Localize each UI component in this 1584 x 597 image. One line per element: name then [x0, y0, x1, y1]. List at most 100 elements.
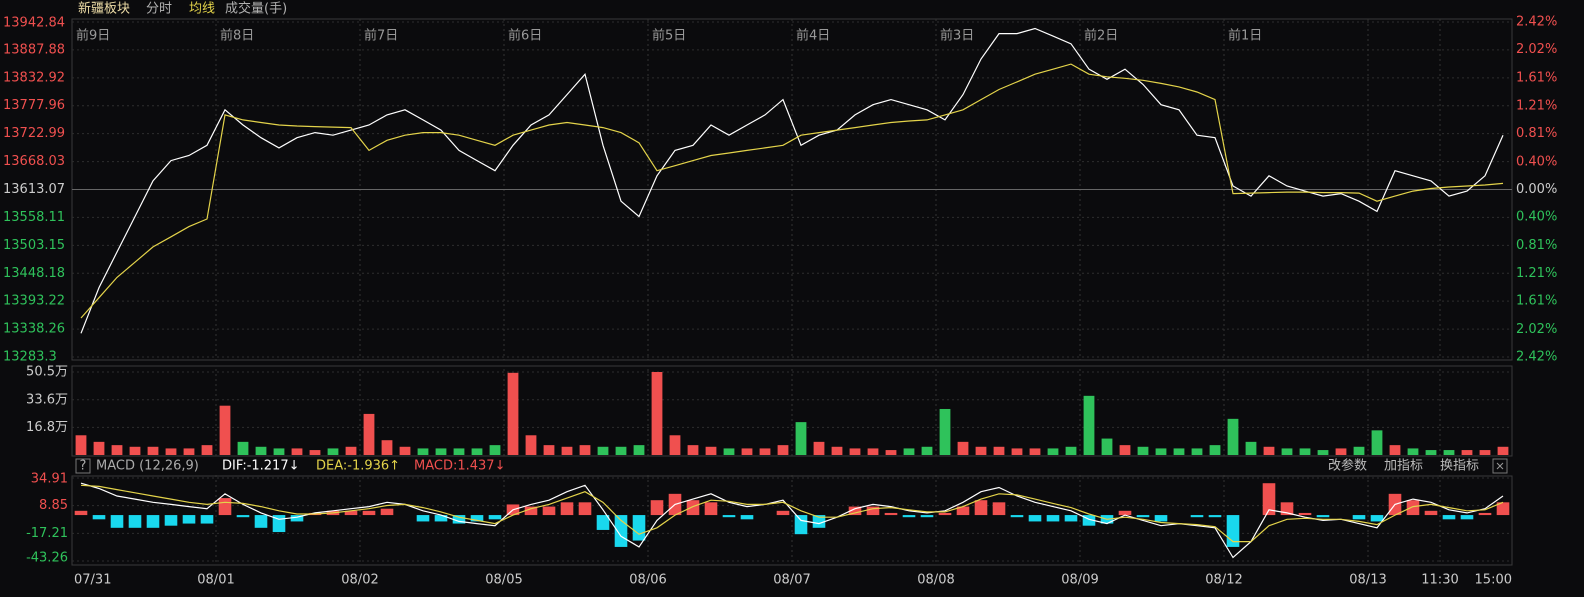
volume-bar [1353, 446, 1365, 455]
volume-bar [759, 448, 771, 455]
volume-bar [1173, 448, 1185, 455]
volume-bar [147, 446, 159, 455]
help-button[interactable] [75, 458, 91, 474]
volume-bar [1227, 418, 1239, 455]
y-tick-label: 8.85 [39, 498, 68, 513]
x-tick-label: 08/06 [629, 573, 666, 588]
close-button[interactable] [1492, 458, 1508, 474]
macd-bar [146, 515, 160, 528]
y-tick-label: 33.6万 [26, 392, 68, 407]
macd-bar [200, 515, 214, 524]
macd-bar [920, 515, 934, 518]
volume-bar [381, 440, 393, 455]
day-label: 前6日 [508, 28, 542, 44]
volume-bar [669, 435, 681, 455]
macd-bar [434, 515, 448, 522]
volume-bar [723, 448, 735, 455]
macd-bar [650, 500, 664, 516]
volume-bar [633, 445, 645, 455]
y-tick-label: 13393.22 [3, 294, 65, 309]
x-tick-label: 08/01 [197, 573, 234, 588]
macd-bar [812, 515, 826, 528]
day-label: 前1日 [1228, 28, 1262, 44]
x-tick-label: 08/05 [485, 573, 522, 588]
series-line [80, 63, 1504, 319]
button[interactable]: 改参数 [1328, 458, 1367, 474]
y2-tick-label: 2.42% [1516, 15, 1557, 30]
volume-bar [1371, 430, 1383, 455]
macd-bar [1118, 510, 1132, 516]
y2-tick-label: 0.81% [1516, 238, 1557, 253]
day-label: 前5日 [652, 28, 686, 44]
x-tick-label: 08/09 [1061, 573, 1098, 588]
macd-bar [1442, 515, 1456, 520]
y-tick-label: 13503.15 [3, 238, 65, 253]
y-tick-label: 13777.96 [3, 98, 65, 113]
volume-bar [975, 446, 987, 455]
macd-bar [1478, 512, 1492, 516]
macd-bar [794, 515, 808, 535]
y2-tick-label: 2.02% [1516, 42, 1557, 57]
macd-bar [128, 515, 142, 528]
volume-bar [1407, 448, 1419, 455]
macd-readout: MACD:1.437↓ [414, 459, 505, 474]
macd-bar [1064, 515, 1078, 522]
y-tick-label: 13558.11 [3, 210, 65, 225]
tab[interactable]: 分时 [146, 2, 172, 17]
day-label: 前9日 [76, 28, 110, 44]
y-tick-label: 16.8万 [26, 420, 68, 435]
y-tick-label: 13448.18 [3, 266, 65, 281]
volume-bar [291, 448, 303, 455]
macd-bar [344, 510, 358, 516]
macd-bar [110, 515, 124, 528]
macd-bar [1208, 515, 1222, 518]
y-tick-label: 13338.26 [3, 322, 65, 337]
x-tick-label: 15:00 [1475, 573, 1512, 588]
y2-tick-label: 1.61% [1516, 71, 1557, 86]
volume-bar [1281, 448, 1293, 455]
button[interactable]: 加指标 [1384, 459, 1423, 474]
volume-bar [687, 445, 699, 455]
tab[interactable]: 成交量(手) [225, 1, 287, 17]
volume-bar [921, 446, 933, 455]
macd-bar [182, 515, 196, 524]
macd-bar [956, 506, 970, 516]
y2-tick-label: 2.42% [1516, 350, 1557, 365]
macd-bar [74, 510, 88, 516]
macd-bar [866, 506, 880, 516]
macd-bar [1406, 500, 1420, 516]
volume-bar [795, 422, 807, 455]
x-tick-label: 07/31 [74, 573, 111, 588]
volume-bar [885, 450, 897, 455]
volume-bar [93, 441, 105, 455]
macd-bar [92, 515, 106, 520]
volume-bar [327, 448, 339, 455]
macd-bar [1190, 515, 1204, 518]
help-icon[interactable]: ? [80, 459, 87, 474]
series-line [80, 27, 1504, 334]
macd-bar [1424, 510, 1438, 516]
volume-bar [471, 448, 483, 455]
macd-bar [578, 502, 592, 516]
macd-bar [740, 515, 754, 520]
volume-bar [75, 435, 87, 455]
volume-bar [777, 445, 789, 455]
button[interactable]: 换指标 [1440, 459, 1479, 474]
volume-bar [1245, 441, 1257, 455]
volume-bar [1317, 450, 1329, 455]
volume-bar [489, 445, 501, 455]
tab[interactable]: 均线 [189, 2, 215, 17]
volume-bar [417, 448, 429, 455]
y2-tick-label: 0.40% [1516, 154, 1557, 169]
y2-tick-label: 0.81% [1516, 126, 1557, 141]
macd-bar [218, 498, 232, 516]
volume-bar [939, 408, 951, 455]
macd-bar [236, 515, 250, 518]
y2-tick-label: 0.40% [1516, 210, 1557, 225]
y2-tick-label: 1.61% [1516, 293, 1557, 308]
volume-bar [543, 445, 555, 455]
x-tick-label: 08/07 [773, 573, 810, 588]
close-icon[interactable] [1496, 462, 1504, 470]
indicator-title: MACD (12,26,9) [96, 459, 199, 474]
x-tick-label: 08/08 [917, 573, 954, 588]
